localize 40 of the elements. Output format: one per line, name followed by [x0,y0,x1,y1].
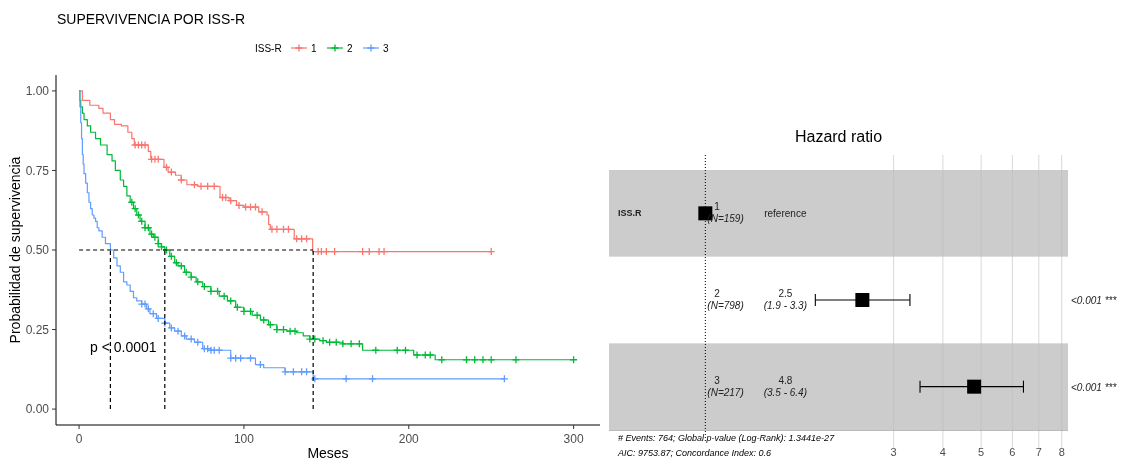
annotation: (N=159) [707,213,744,225]
y-tick-label: 0.75 [25,163,50,178]
y-tick-label: 2 [714,288,721,299]
legend-label: 2 [347,42,353,54]
legend-label: 3 [383,42,389,54]
annotation: reference [764,208,807,220]
x-tick-label: 100 [233,432,255,446]
text: <0.001 *** [1071,295,1118,306]
y-tick-label: 1.00 [25,84,50,99]
chart-title: SUPERVIVENCIA POR ISS-R [57,11,246,27]
legend-label: 1 [311,42,317,54]
x-tick-label: 0 [75,432,83,446]
x-tick-label: 7 [1035,446,1042,458]
y-axis-title: ISS.R [618,208,643,219]
annotation: AIC: 9753.87; Concordance Index: 0.6 [617,448,772,458]
y-tick-label: 3 [714,374,721,386]
annotation: (3.5 - 6.4) [763,386,808,398]
x-tick-label: 6 [1009,446,1016,458]
x-tick-label: 5 [978,446,985,458]
x-tick-label: 300 [563,432,584,446]
x-tick-label: 4 [939,446,946,458]
legend-title: ISS-R [255,42,282,54]
x-tick-label: 200 [398,432,420,446]
annotation: 4.8 [778,374,793,386]
annotation: p < 0.0001 [90,339,157,355]
text: <0.001 *** [1071,381,1118,393]
y-tick-label: 0.00 [25,402,50,417]
annotation: (N=217) [707,386,744,398]
chart-title: Hazard ratio [794,128,883,145]
y-tick-label: 0.25 [25,322,50,337]
annotation: (1.9 - 3.3) [763,300,808,311]
annotation: # Events: 764; Global p-value (Log-Rank): 1.3441e-27 [618,433,836,443]
annotation: (N=798) [707,300,744,311]
y-axis-title: Probabilidad de supervivencia [7,156,23,344]
y-tick-label: 0.50 [25,243,50,258]
x-axis-title: Meses [307,445,349,459]
annotation: 2.5 [778,288,793,299]
x-tick-label: 8 [1058,446,1065,458]
x-tick-label: 3 [890,446,897,458]
y-tick-label: 1 [714,201,721,213]
